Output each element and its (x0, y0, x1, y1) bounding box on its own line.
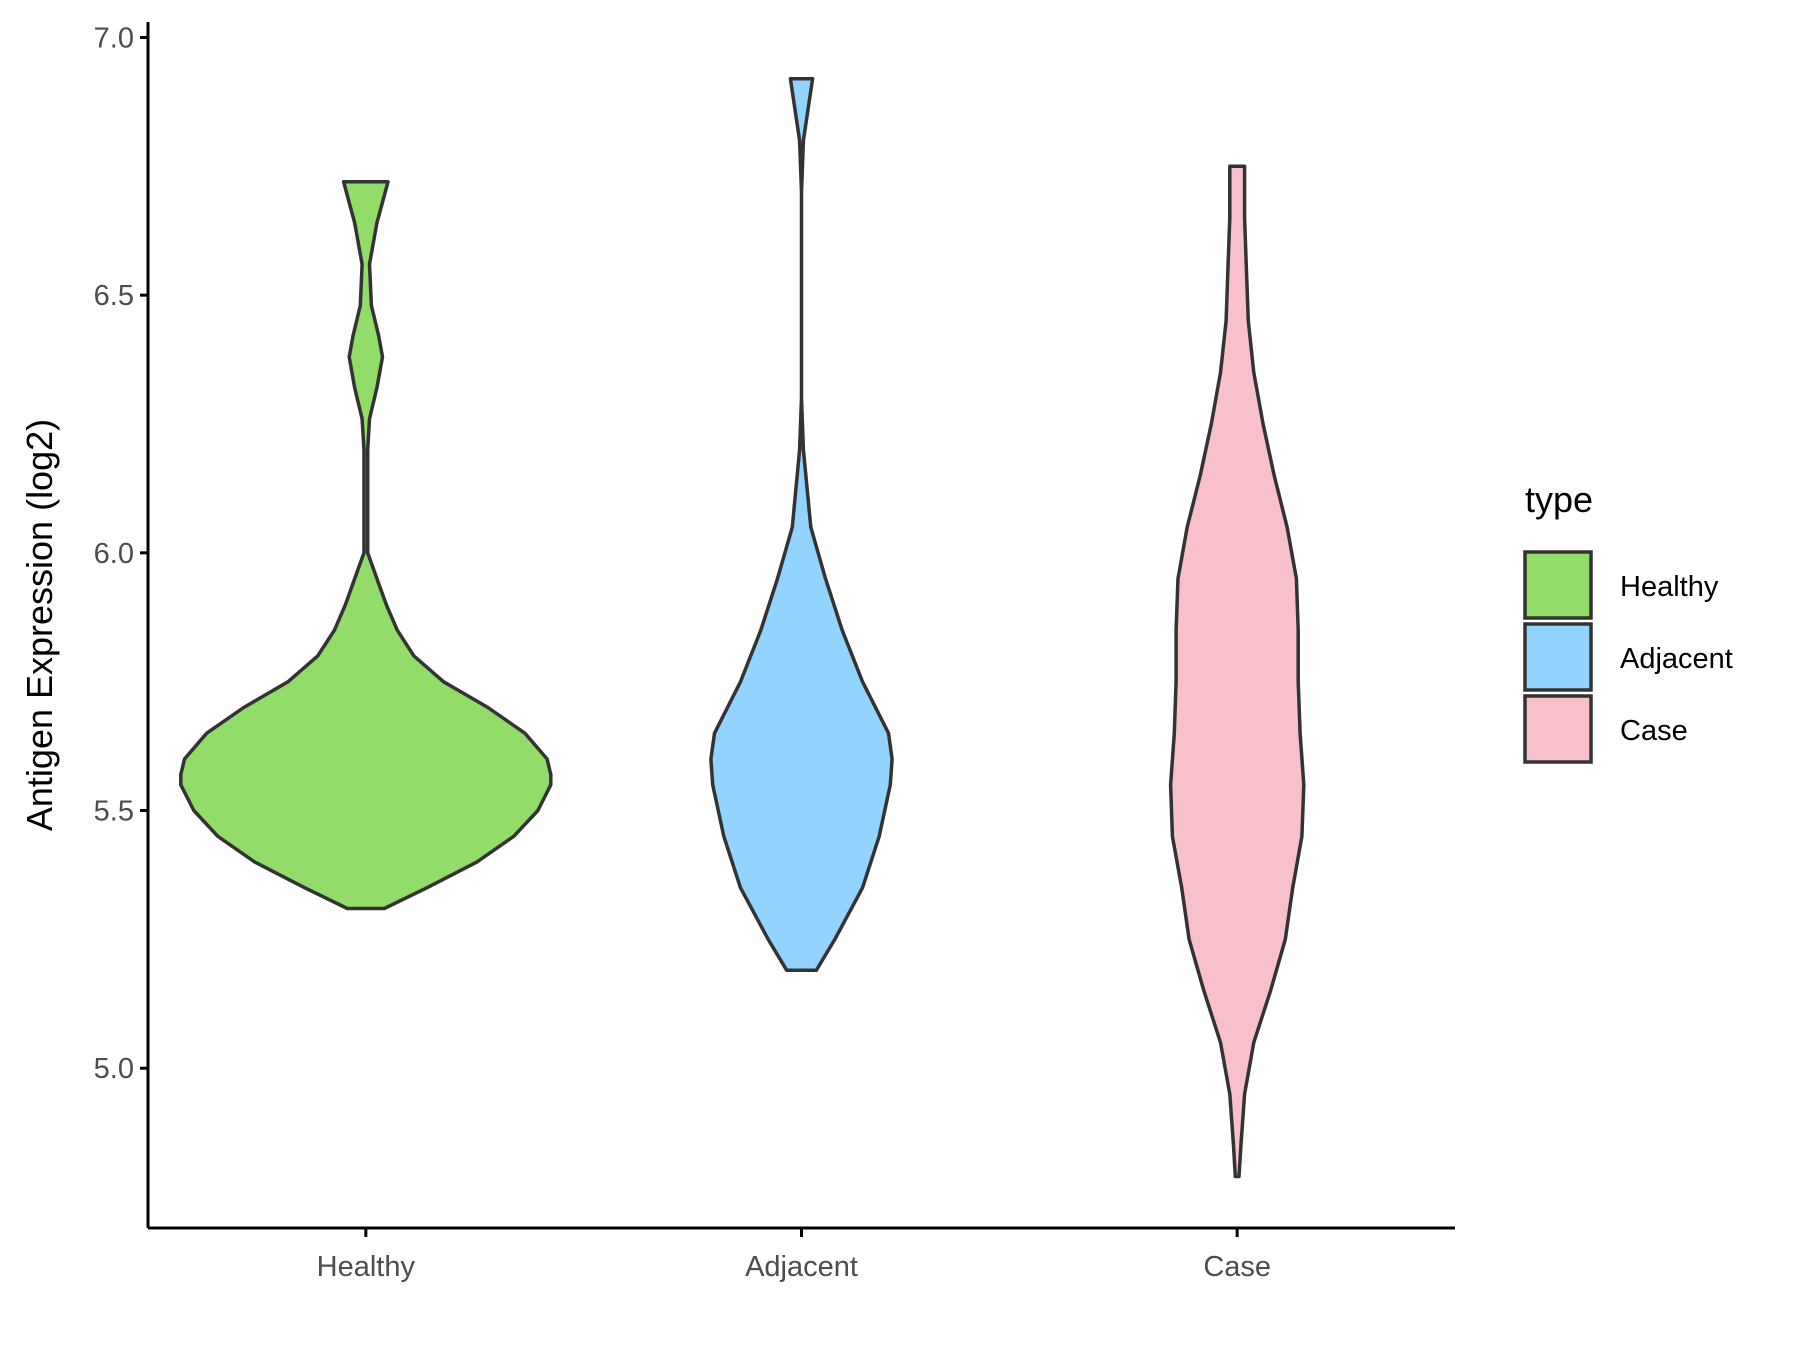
violin-adjacent (709, 76, 894, 973)
legend-swatch-adjacent (1523, 622, 1593, 692)
violin-layer (179, 76, 1306, 1179)
y-tick-label: 5.0 (94, 1053, 134, 1085)
legend: type Healthy Adjacent Case (1523, 479, 1733, 764)
y-axis: 5.0 5.5 6.0 6.5 7.0 (94, 22, 150, 1228)
y-tick-label: 5.5 (94, 796, 134, 828)
legend-swatch-case (1523, 694, 1593, 764)
y-tick-label: 6.0 (94, 538, 134, 570)
x-axis: Healthy Adjacent Case (148, 1226, 1455, 1283)
x-tick-label: Adjacent (745, 1251, 858, 1283)
x-tick-label: Case (1203, 1251, 1271, 1283)
y-tick-label: 7.0 (94, 22, 134, 54)
legend-swatch-healthy (1523, 550, 1593, 620)
violin-healthy (179, 180, 553, 911)
x-tick-label: Healthy (317, 1251, 416, 1283)
legend-label-case: Case (1620, 715, 1688, 747)
legend-title: type (1525, 479, 1593, 520)
y-tick-label: 6.5 (94, 280, 134, 312)
legend-label-adjacent: Adjacent (1620, 643, 1733, 675)
legend-label-healthy: Healthy (1620, 571, 1719, 603)
violin-case (1168, 164, 1306, 1179)
y-axis-title: Antigen Expression (log2) (19, 419, 60, 831)
